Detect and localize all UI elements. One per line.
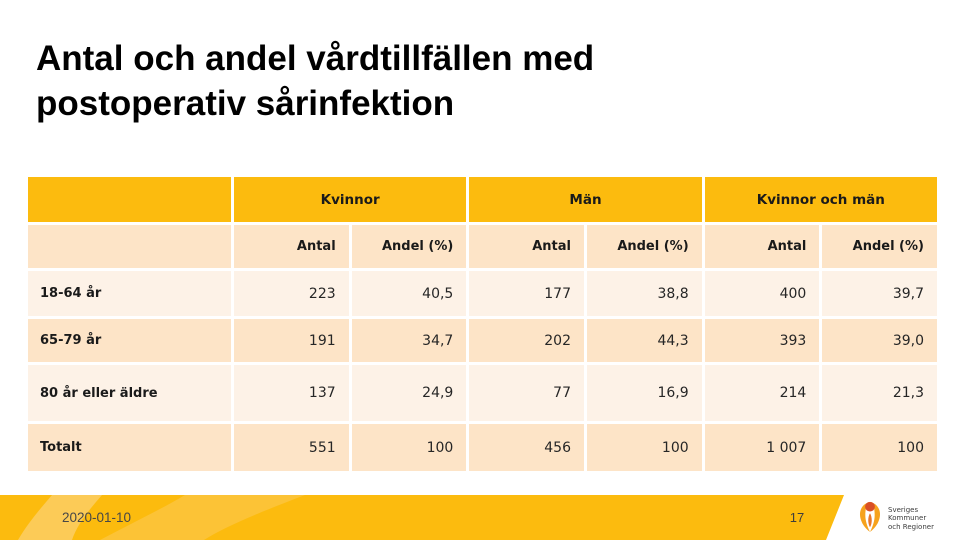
- table-cell: 24,9: [351, 365, 467, 421]
- group-header-kvinnor-och-man: Kvinnor och män: [704, 177, 937, 222]
- table-cell: 34,7: [351, 319, 467, 362]
- table-cell: 1 007: [704, 424, 820, 471]
- skr-logo: Sveriges Kommuner och Regioner: [856, 498, 934, 539]
- table-cell: 100: [351, 424, 467, 471]
- table-cell: 40,5: [351, 271, 467, 316]
- table-cell: 177: [469, 271, 584, 316]
- footer-date: 2020-01-10: [62, 510, 132, 525]
- subheader-andel-3: Andel (%): [822, 225, 937, 268]
- table-corner-cell: [28, 177, 231, 222]
- table-cell: 44,3: [586, 319, 702, 362]
- table-cell: 16,9: [586, 365, 702, 421]
- skr-logo-line3: och Regioner: [888, 522, 934, 531]
- footer-band: 2020-01-10 17: [0, 495, 844, 540]
- subheader-andel-2: Andel (%): [586, 225, 702, 268]
- skr-emblem-icon: [856, 498, 884, 539]
- table-cell: 39,0: [822, 319, 937, 362]
- table-cell: 77: [469, 365, 584, 421]
- row-label: 18-64 år: [28, 271, 231, 316]
- group-header-kvinnor: Kvinnor: [234, 177, 467, 222]
- table-cell: 400: [704, 271, 820, 316]
- infection-table: Kvinnor Män Kvinnor och män Antal Andel …: [28, 177, 937, 471]
- row-label: 80 år eller äldre: [28, 365, 231, 421]
- slide-title-line2: postoperativ sårinfektion: [36, 84, 455, 123]
- table-cell: 191: [234, 319, 349, 362]
- group-header-man: Män: [469, 177, 702, 222]
- skr-logo-line2: Kommuner: [888, 514, 927, 523]
- subheader-antal-1: Antal: [234, 225, 349, 268]
- table-cell: 21,3: [822, 365, 937, 421]
- slide-title-line1: Antal och andel vårdtillfällen med: [36, 39, 595, 78]
- table-cell: 137: [234, 365, 349, 421]
- subheader-antal-2: Antal: [469, 225, 584, 268]
- row-label: Totalt: [28, 424, 231, 471]
- table-cell: 393: [704, 319, 820, 362]
- row-label: 65-79 år: [28, 319, 231, 362]
- table-cell: 38,8: [586, 271, 702, 316]
- table-cell: 100: [586, 424, 702, 471]
- table-cell: 39,7: [822, 271, 937, 316]
- table-cell: 223: [234, 271, 349, 316]
- subheader-corner-cell: [28, 225, 231, 268]
- table-cell: 100: [822, 424, 937, 471]
- subheader-antal-3: Antal: [704, 225, 820, 268]
- slide-title: Antal och andel vårdtillfällen med posto…: [36, 36, 816, 126]
- table-cell: 202: [469, 319, 584, 362]
- footer-arc-decoration: [0, 495, 844, 540]
- table-cell: 214: [704, 365, 820, 421]
- skr-logo-text: Sveriges Kommuner och Regioner: [888, 506, 934, 532]
- table-cell: 456: [469, 424, 584, 471]
- subheader-andel-1: Andel (%): [351, 225, 467, 268]
- table-cell: 551: [234, 424, 349, 471]
- skr-logo-line1: Sveriges: [888, 505, 919, 514]
- page-number: 17: [789, 510, 805, 525]
